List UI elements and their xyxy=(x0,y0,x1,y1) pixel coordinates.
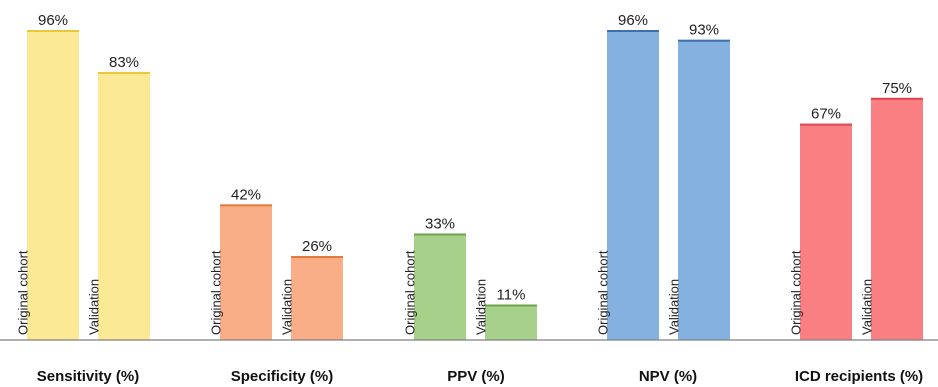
series-label: Original cohort xyxy=(16,250,31,335)
series-label: Original cohort xyxy=(596,250,611,335)
series-label: Original cohort xyxy=(403,250,418,335)
bar-sensitivity-validation xyxy=(98,71,150,341)
value-label: 67% xyxy=(811,106,841,123)
series-label: Validation xyxy=(87,279,102,335)
category-labels-layer: Sensitivity (%) Specificity (%) PPV (%) NPV… xyxy=(37,368,923,385)
category-label: PPV (%) xyxy=(447,368,505,385)
value-label: 42% xyxy=(231,186,261,203)
value-label: 75% xyxy=(882,80,912,97)
category-label: ICD recipients (%) xyxy=(795,368,923,385)
bar-ppv-validation xyxy=(485,304,537,340)
bar-specificity-original-cohort xyxy=(220,204,272,340)
value-label: 26% xyxy=(302,238,332,255)
value-label: 11% xyxy=(497,286,526,303)
series-label: Original cohort xyxy=(209,250,224,335)
series-label: Original cohort xyxy=(789,250,804,335)
value-label: 33% xyxy=(425,215,455,232)
bar-npv-validation xyxy=(678,39,730,340)
bars-layer xyxy=(27,30,923,341)
category-label: Sensitivity (%) xyxy=(37,368,140,385)
bar-ppv-original-cohort xyxy=(414,233,466,340)
value-labels-layer: 96% 83% 42% 26% 33% 11% 96% 93% 67% 75% xyxy=(38,12,912,303)
value-label: 83% xyxy=(109,54,139,71)
bar-specificity-validation xyxy=(291,256,343,340)
series-label: Validation xyxy=(667,279,682,335)
series-labels-layer: Original cohort Validation Original cohort… xyxy=(16,250,875,335)
series-label: Validation xyxy=(860,279,875,335)
value-label: 96% xyxy=(38,12,68,29)
bar-icd-recipients-original-cohort xyxy=(800,123,852,340)
value-label: 93% xyxy=(689,22,719,39)
category-label: Specificity (%) xyxy=(231,368,334,385)
value-label: 96% xyxy=(618,12,648,29)
category-label: NPV (%) xyxy=(639,368,697,385)
bar-npv-original-cohort xyxy=(607,30,659,340)
bar-sensitivity-original-cohort xyxy=(27,30,79,340)
bar-icd-recipients-validation xyxy=(871,97,923,340)
series-label: Validation xyxy=(280,279,295,335)
series-label: Validation xyxy=(474,279,489,335)
